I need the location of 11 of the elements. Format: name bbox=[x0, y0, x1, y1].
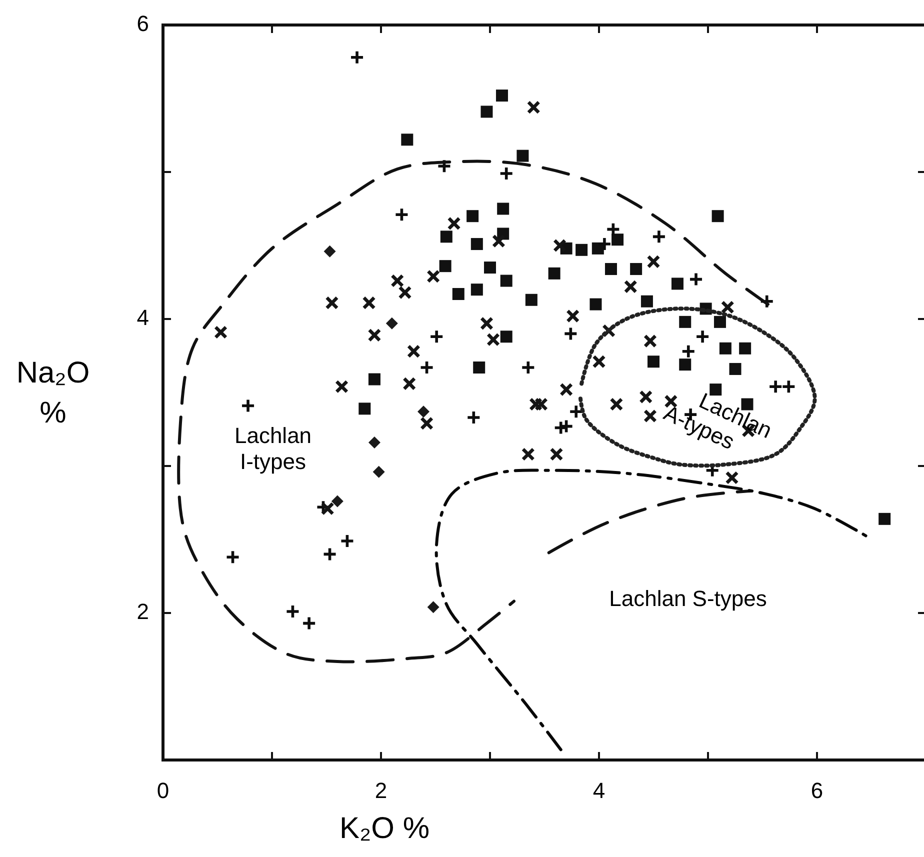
x-axis-title: K₂O % bbox=[340, 812, 430, 845]
y-axis-title: Na₂O % bbox=[16, 356, 90, 430]
y-tick-label: 6 bbox=[136, 10, 149, 36]
y-tick-label: 4 bbox=[136, 304, 149, 330]
annotation: Lachlan S-types bbox=[609, 586, 767, 611]
x-tick-label: 4 bbox=[592, 778, 606, 803]
x-tick-label: 0 bbox=[156, 778, 170, 803]
x-tick-label: 6 bbox=[810, 778, 824, 803]
y-tick-label: 2 bbox=[136, 598, 149, 624]
annotation: Lachlan I-types bbox=[234, 423, 312, 474]
x-tick-label: 2 bbox=[374, 778, 388, 803]
